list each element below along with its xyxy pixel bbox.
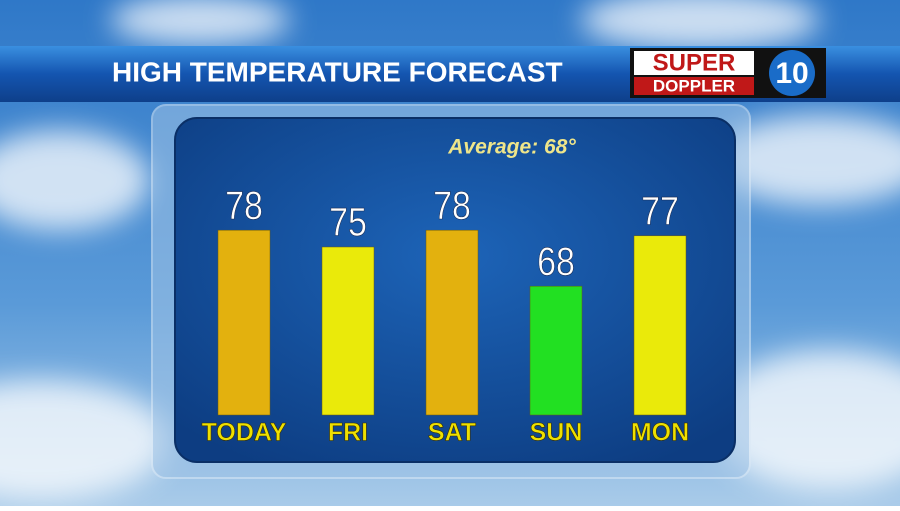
x-tick-label: SUN — [530, 419, 583, 447]
logo-number: 10 — [775, 57, 808, 90]
value-label: 68 — [537, 238, 575, 283]
logo-circle — [769, 50, 815, 96]
x-tick-label: TODAY — [202, 419, 287, 447]
bar — [425, 229, 479, 416]
bar — [217, 229, 271, 416]
value-label: 78 — [225, 182, 263, 227]
x-tick-label: SAT — [428, 419, 476, 447]
logo-top-box — [634, 51, 754, 75]
bar — [321, 246, 375, 416]
value-label: 75 — [329, 199, 367, 244]
value-label: 78 — [433, 182, 471, 227]
clouds — [0, 0, 900, 500]
logo-top: SUPER — [653, 49, 736, 76]
annotation: Average: 68° — [447, 136, 576, 159]
bar — [633, 235, 687, 416]
logo-bottom: DOPPLER — [653, 76, 735, 95]
x-tick-label: MON — [631, 419, 689, 447]
logo-bottom-box — [634, 77, 754, 95]
x-tick-label: FRI — [328, 419, 368, 447]
value-label: 77 — [641, 188, 679, 233]
chart-title: HIGH TEMPERATURE FORECAST — [112, 56, 563, 87]
bar — [529, 285, 583, 416]
